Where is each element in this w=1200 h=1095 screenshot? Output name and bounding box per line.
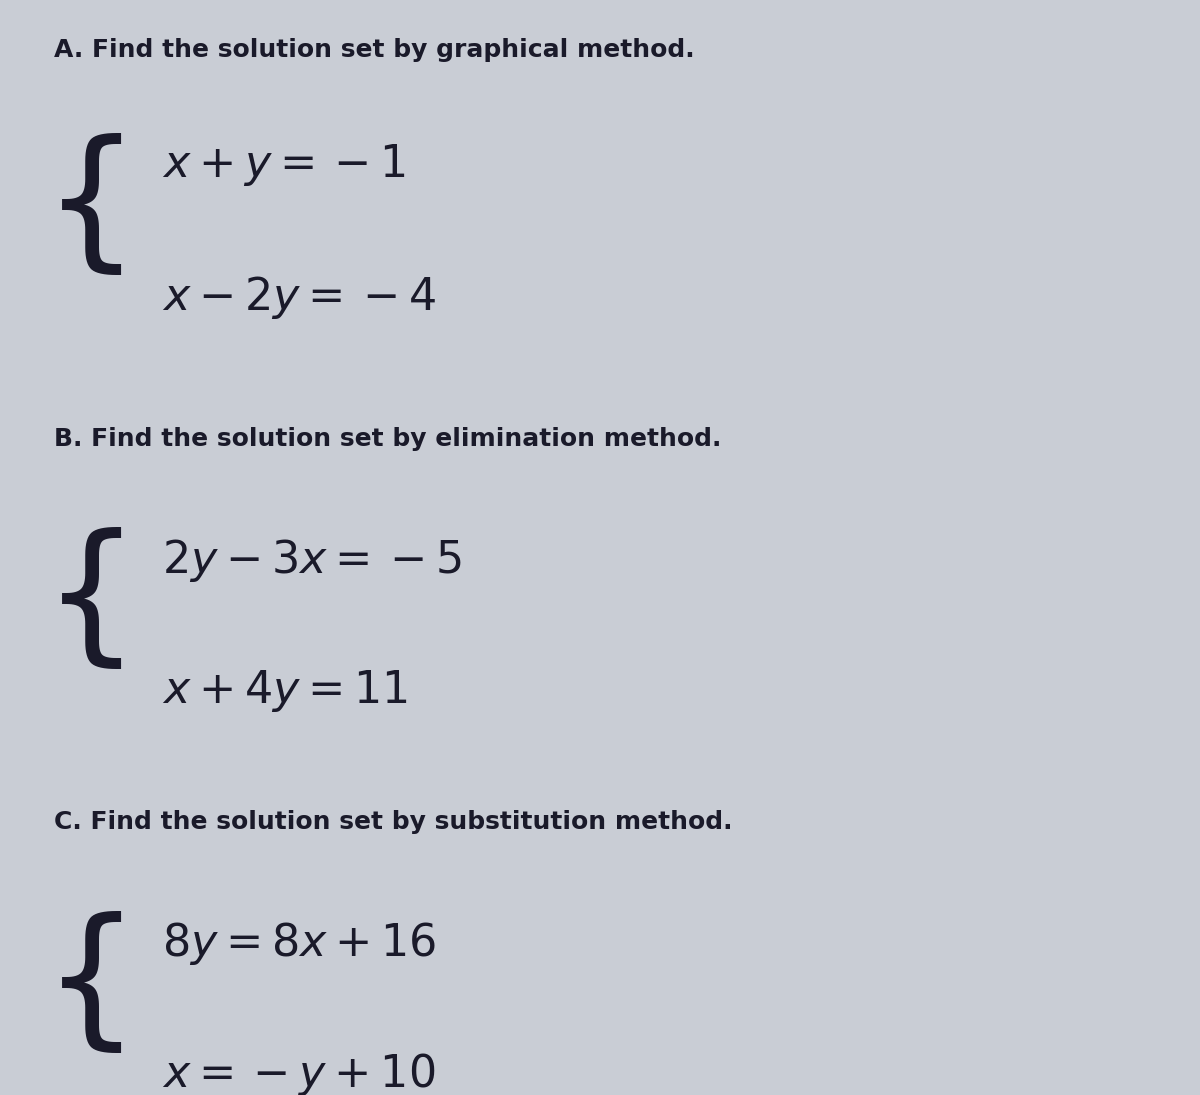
Text: $8y = 8x + 16$: $8y = 8x + 16$: [162, 920, 437, 967]
Text: C. Find the solution set by substitution method.: C. Find the solution set by substitution…: [54, 810, 732, 834]
Text: $\{$: $\{$: [42, 134, 121, 283]
Text: $x + y = -1$: $x + y = -1$: [162, 142, 406, 188]
Text: A. Find the solution set by graphical method.: A. Find the solution set by graphical me…: [54, 38, 695, 62]
Text: $x + 4y = 11$: $x + 4y = 11$: [162, 668, 408, 714]
Text: $x - 2y = -4$: $x - 2y = -4$: [162, 274, 436, 321]
Text: $2y - 3x = -5$: $2y - 3x = -5$: [162, 537, 462, 584]
Text: $\{$: $\{$: [42, 911, 121, 1060]
Text: B. Find the solution set by elimination method.: B. Find the solution set by elimination …: [54, 427, 721, 451]
Text: $\{$: $\{$: [42, 528, 121, 677]
Text: $x = -y + 10$: $x = -y + 10$: [162, 1051, 436, 1095]
